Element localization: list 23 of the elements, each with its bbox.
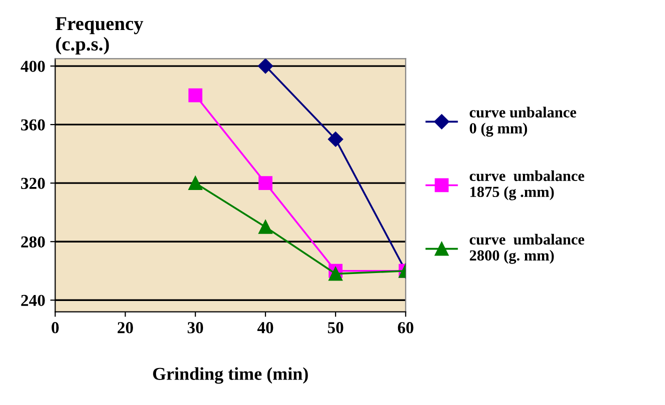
legend-label: curve umbalance 2800 (g. mm) [470, 234, 584, 264]
x-tick-label: 20 [118, 322, 133, 334]
x-tick-label: 60 [398, 322, 414, 334]
x-axis-title: Grinding time (min) [153, 367, 308, 384]
legend-label: curve unbalance 0 (g mm) [470, 106, 576, 137]
y-tick-label: 240 [21, 294, 45, 306]
x-tick-label: 40 [257, 322, 274, 334]
y-tick-label: 400 [20, 60, 45, 72]
point [188, 88, 202, 102]
point [328, 266, 343, 281]
y-tick-label: 360 [21, 119, 45, 131]
x-tick-label: 0 [52, 322, 59, 334]
point [258, 58, 274, 74]
y-tick-label: 280 [21, 236, 45, 248]
point [188, 176, 202, 190]
chart-title: Frequency (c.p.s.) [56, 17, 144, 55]
x-tick-label: 50 [328, 322, 344, 334]
point [328, 132, 344, 147]
y-tick-label: 320 [21, 178, 45, 190]
point [258, 220, 272, 234]
point [258, 176, 272, 190]
x-tick-label: 30 [188, 322, 204, 334]
legend-label: curve umbalance 1875 (g .mm) [470, 170, 584, 200]
